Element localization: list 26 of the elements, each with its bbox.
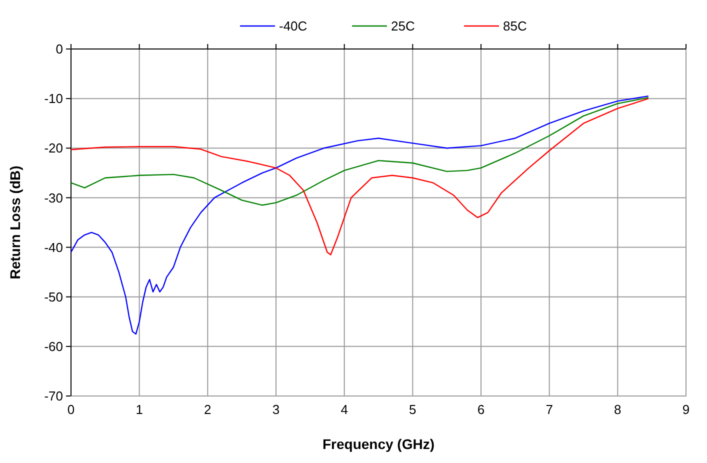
y-tick-label: -20 — [44, 140, 63, 156]
line-series — [70, 96, 650, 206]
x-tick-label: 0 — [67, 402, 75, 417]
legend-label: -40C — [279, 18, 308, 34]
x-tick-label: 5 — [409, 402, 416, 417]
y-tick-label: -40 — [44, 240, 63, 255]
y-tick-label: -70 — [44, 388, 63, 404]
x-axis-title: Frequency (GHz) — [322, 436, 435, 452]
x-tick-label: 3 — [272, 402, 280, 417]
y-tick-label: -10 — [44, 91, 63, 106]
x-tick-label: 6 — [477, 402, 485, 417]
x-tick-label: 8 — [614, 402, 622, 417]
x-tick-label: 9 — [682, 402, 690, 417]
line-series — [70, 95, 650, 335]
y-tick-label: -60 — [44, 338, 63, 354]
x-tick-label: 2 — [204, 402, 212, 417]
y-tick-label: -50 — [44, 289, 63, 304]
x-tick-label: 7 — [546, 402, 553, 417]
x-tick-label: 1 — [136, 402, 143, 417]
x-tick-label: 4 — [340, 402, 348, 417]
line-series — [70, 98, 650, 256]
y-axis-title: Return Loss (dB) — [7, 166, 23, 280]
legend-label: 25C — [391, 18, 415, 34]
y-tick-label: 0 — [56, 42, 63, 57]
y-tick-label: -30 — [44, 190, 63, 206]
legend-label: 85C — [503, 18, 527, 34]
